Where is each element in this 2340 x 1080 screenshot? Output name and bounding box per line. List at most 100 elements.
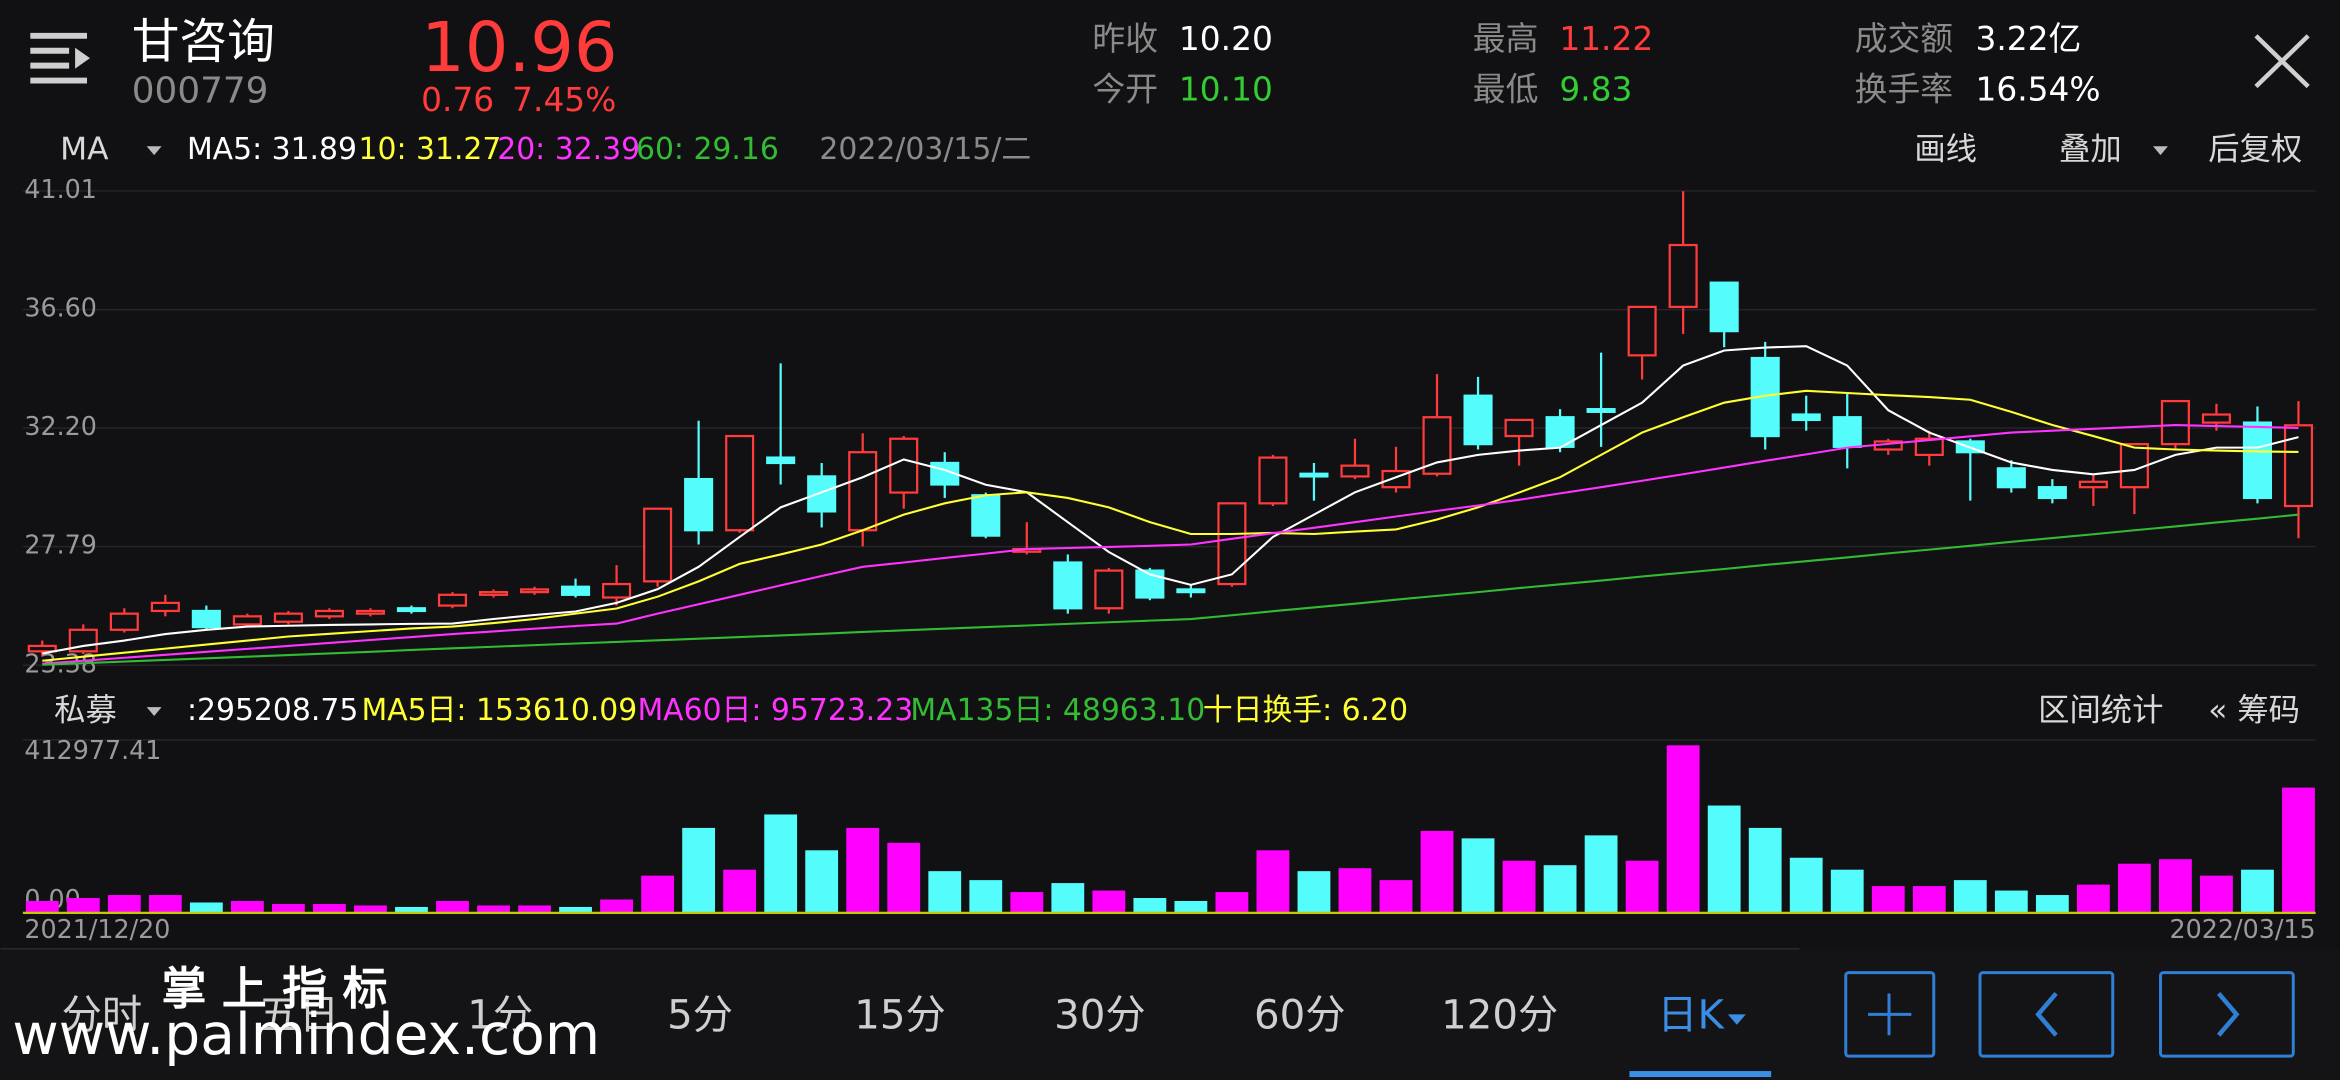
candle-body (1176, 588, 1206, 594)
candle-body (848, 451, 878, 532)
candle-body (519, 588, 550, 594)
quote-value: 10.10 (1179, 70, 1273, 108)
ma-line (42, 345, 2299, 655)
period-tab-active[interactable]: 日K (1657, 992, 1725, 1038)
tool-button[interactable]: 叠加 (2059, 132, 2122, 168)
volume-bar (1953, 880, 1987, 913)
period-tab[interactable]: 120分 (1441, 992, 1558, 1038)
candle-body (437, 593, 468, 607)
volume-bar (1912, 886, 1946, 913)
volume-bar (2200, 875, 2233, 913)
menu-icon[interactable] (30, 32, 90, 84)
quote-label: 最高 (1473, 20, 1539, 58)
candle-body (971, 494, 1001, 537)
price-change-pct: 7.45% (512, 81, 616, 119)
legend-item: MA135日: 48963.10 (910, 693, 1205, 728)
candle-body (2201, 413, 2231, 424)
candle-body (602, 582, 632, 599)
stock-code: 000779 (132, 70, 269, 111)
period-tab[interactable]: 1分 (467, 992, 533, 1038)
legend-item: MA5: 31.89 (187, 132, 357, 167)
volume-bar (1338, 868, 1372, 913)
period-tab[interactable]: 分时 (62, 992, 143, 1038)
candle-body (396, 607, 427, 613)
candle-body (643, 507, 673, 583)
indicator-select[interactable]: MA (60, 132, 109, 168)
volume-bar (1871, 886, 1905, 913)
watermark: 掌 上 指 标 (162, 962, 388, 1015)
quote-value: 3.22亿 (1976, 20, 2082, 58)
indicator-select[interactable]: 私募 (54, 693, 117, 729)
next-button[interactable] (2159, 971, 2295, 1058)
legend-item: MA60日: 95723.23 (637, 693, 913, 728)
volume-bar (66, 898, 100, 913)
close-button[interactable] (2254, 34, 2310, 89)
candle-body (2078, 480, 2108, 489)
end-date: 2022/03/15 (2170, 914, 2316, 944)
candle-body (478, 590, 509, 596)
period-tab[interactable]: 60分 (1254, 992, 1346, 1038)
volume-bar (1543, 865, 1577, 913)
tab-indicator (1629, 1071, 1772, 1078)
candle-body (232, 615, 262, 626)
quote-value: 11.22 (1559, 20, 1653, 58)
candle-body (1463, 394, 1493, 446)
candle-body (1791, 413, 1821, 422)
quote-value: 16.54% (1976, 70, 2101, 108)
volume-bar (682, 827, 716, 913)
volume-bar (928, 871, 962, 913)
prev-button[interactable] (1978, 971, 2115, 1058)
candle-body (725, 434, 755, 532)
volume-bar (805, 850, 839, 913)
candle-body (27, 644, 57, 653)
volume-bar (107, 895, 141, 913)
last-price: 10.96 (421, 8, 617, 88)
ma-line (42, 513, 2299, 666)
dropdown-arrow (146, 707, 162, 717)
bottom-bar (0, 948, 2340, 1080)
candle-body (1914, 437, 1944, 457)
candle-body (684, 477, 714, 532)
volume-bar (1625, 860, 1659, 913)
volume-bar (25, 900, 59, 913)
volume-bar (313, 903, 346, 913)
volume-bar (1420, 830, 1454, 913)
start-date: 2021/12/20 (24, 914, 170, 944)
tool-button[interactable]: 区间统计 (2038, 693, 2163, 729)
tool-button[interactable]: 后复权 (2208, 132, 2302, 168)
volume-bar (271, 903, 305, 913)
volume-bar (1502, 860, 1536, 913)
volume-bar (1297, 871, 1331, 913)
period-tab[interactable]: 30分 (1054, 992, 1146, 1038)
period-tab[interactable]: 五日 (259, 992, 340, 1038)
volume-bar (1584, 835, 1618, 913)
volume-bar (1830, 869, 1864, 913)
quote-value: 10.20 (1179, 20, 1273, 58)
candle-body (355, 609, 385, 615)
period-tab[interactable]: 15分 (854, 992, 946, 1038)
legend-item: 60: 29.16 (636, 132, 779, 167)
candle-body (314, 609, 344, 618)
legend-item: :295208.75 (187, 693, 358, 728)
candle-body (766, 456, 796, 465)
zoom-in-button[interactable] (1844, 971, 1936, 1058)
volume-bar (641, 875, 675, 913)
volume-bar (846, 827, 880, 913)
volume-bar (1092, 890, 1126, 913)
tool-button[interactable]: 画线 (1914, 132, 1977, 168)
candle-body (1258, 456, 1288, 505)
period-tab[interactable]: 5分 (667, 992, 733, 1038)
volume-bar (1748, 827, 1782, 913)
tool-button[interactable]: « 筹码 (2208, 693, 2300, 729)
nav-buttons (1844, 971, 2295, 1058)
candle-body (1750, 356, 1780, 438)
candle-body (191, 609, 221, 629)
candle-body (1217, 502, 1247, 586)
dropdown-arrow (146, 146, 162, 156)
volume-bar (1051, 883, 1085, 913)
y-tick-label: 412977.41 (24, 735, 161, 765)
candle-body (150, 601, 180, 613)
